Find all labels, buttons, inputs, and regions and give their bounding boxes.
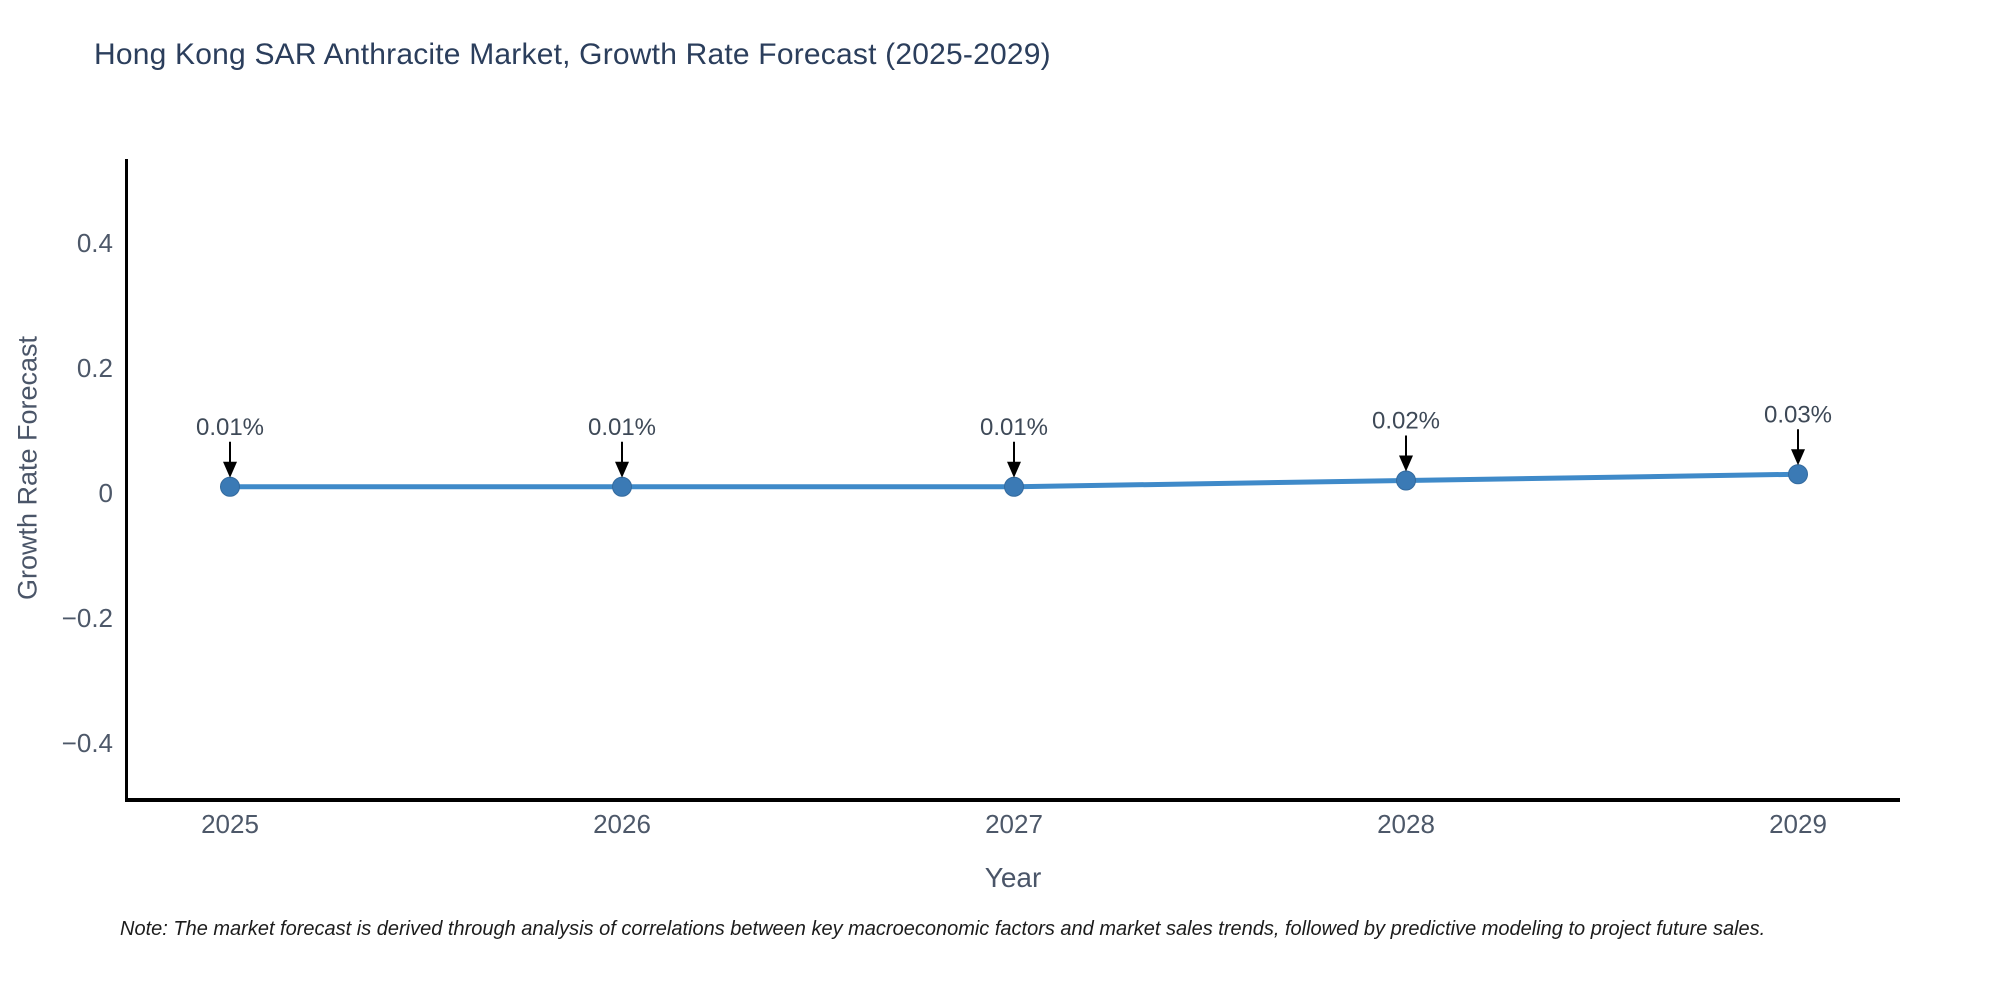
annotation-arrowhead [1007,461,1021,478]
y-tick-label: 0.2 [77,353,113,383]
footnote: Note: The market forecast is derived thr… [120,918,1766,940]
x-tick-label: 2025 [201,809,259,839]
annotation-arrowhead [615,461,629,478]
x-axis-title: Year [984,862,1042,893]
annotation-arrowhead [1399,455,1413,472]
annotation-arrowhead [223,461,237,478]
data-point-marker [1004,476,1024,497]
data-label: 0.01% [588,414,656,441]
data-label: 0.03% [1764,401,1832,428]
x-tick-label: 2026 [593,809,651,839]
data-label: 0.02% [1372,408,1440,435]
data-point-marker [612,476,632,497]
y-tick-label: 0 [99,478,113,508]
data-point-marker [1788,464,1808,485]
x-tick-label: 2027 [985,809,1043,839]
data-label: 0.01% [980,414,1048,441]
x-tick-label: 2028 [1377,809,1435,839]
data-point-marker [220,476,240,497]
chart-title: Hong Kong SAR Anthracite Market, Growth … [94,38,1051,71]
x-tick-label: 2029 [1769,809,1827,839]
y-tick-label: −0.4 [62,728,113,758]
data-label: 0.01% [196,414,264,441]
data-point-marker [1396,470,1416,491]
y-tick-label: 0.4 [77,228,113,258]
annotation-arrowhead [1791,449,1805,466]
y-tick-label: −0.2 [62,603,113,633]
